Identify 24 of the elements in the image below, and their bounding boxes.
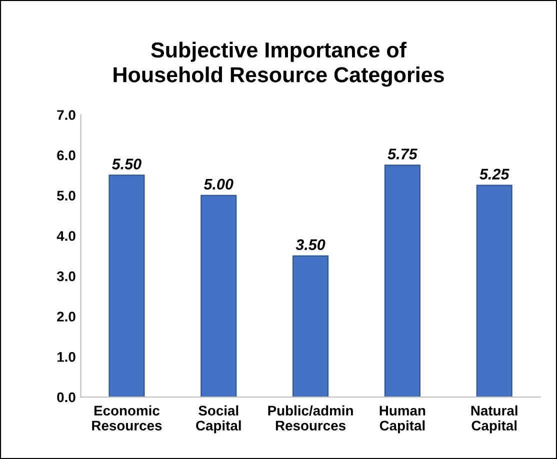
- bar: [476, 184, 512, 398]
- x-tick-label: Social Capital: [196, 405, 241, 434]
- y-tick-label: 4.0: [56, 231, 76, 241]
- bar: [108, 174, 145, 398]
- x-tick-label: Economic Resources: [92, 405, 162, 431]
- y-tick-label: 5.0: [57, 190, 76, 201]
- bar: [292, 255, 329, 398]
- x-tick-label: Human Capital: [380, 406, 426, 434]
- chart-title: Subjective Importance of Household Resource Categories: [114, 42, 444, 87]
- x-tick-label: Public/admin Resources: [268, 405, 353, 431]
- bar: [384, 164, 420, 398]
- data-label: 5.25: [480, 168, 510, 180]
- y-tick-label: 2.0: [57, 312, 76, 322]
- data-label: 5.75: [388, 148, 418, 160]
- y-tick-label: 7.0: [57, 110, 76, 120]
- data-label: 5.00: [204, 178, 234, 190]
- y-tick-label: 1.0: [57, 352, 76, 362]
- x-tick-label: Natural Capital: [471, 405, 518, 434]
- y-tick-label: 3.0: [56, 271, 76, 282]
- y-tick-label: 6.0: [57, 150, 76, 160]
- data-label: 5.50: [112, 158, 142, 170]
- y-tick-label: 0.0: [57, 392, 76, 402]
- data-label: 3.50: [296, 239, 326, 250]
- bar: [200, 194, 237, 398]
